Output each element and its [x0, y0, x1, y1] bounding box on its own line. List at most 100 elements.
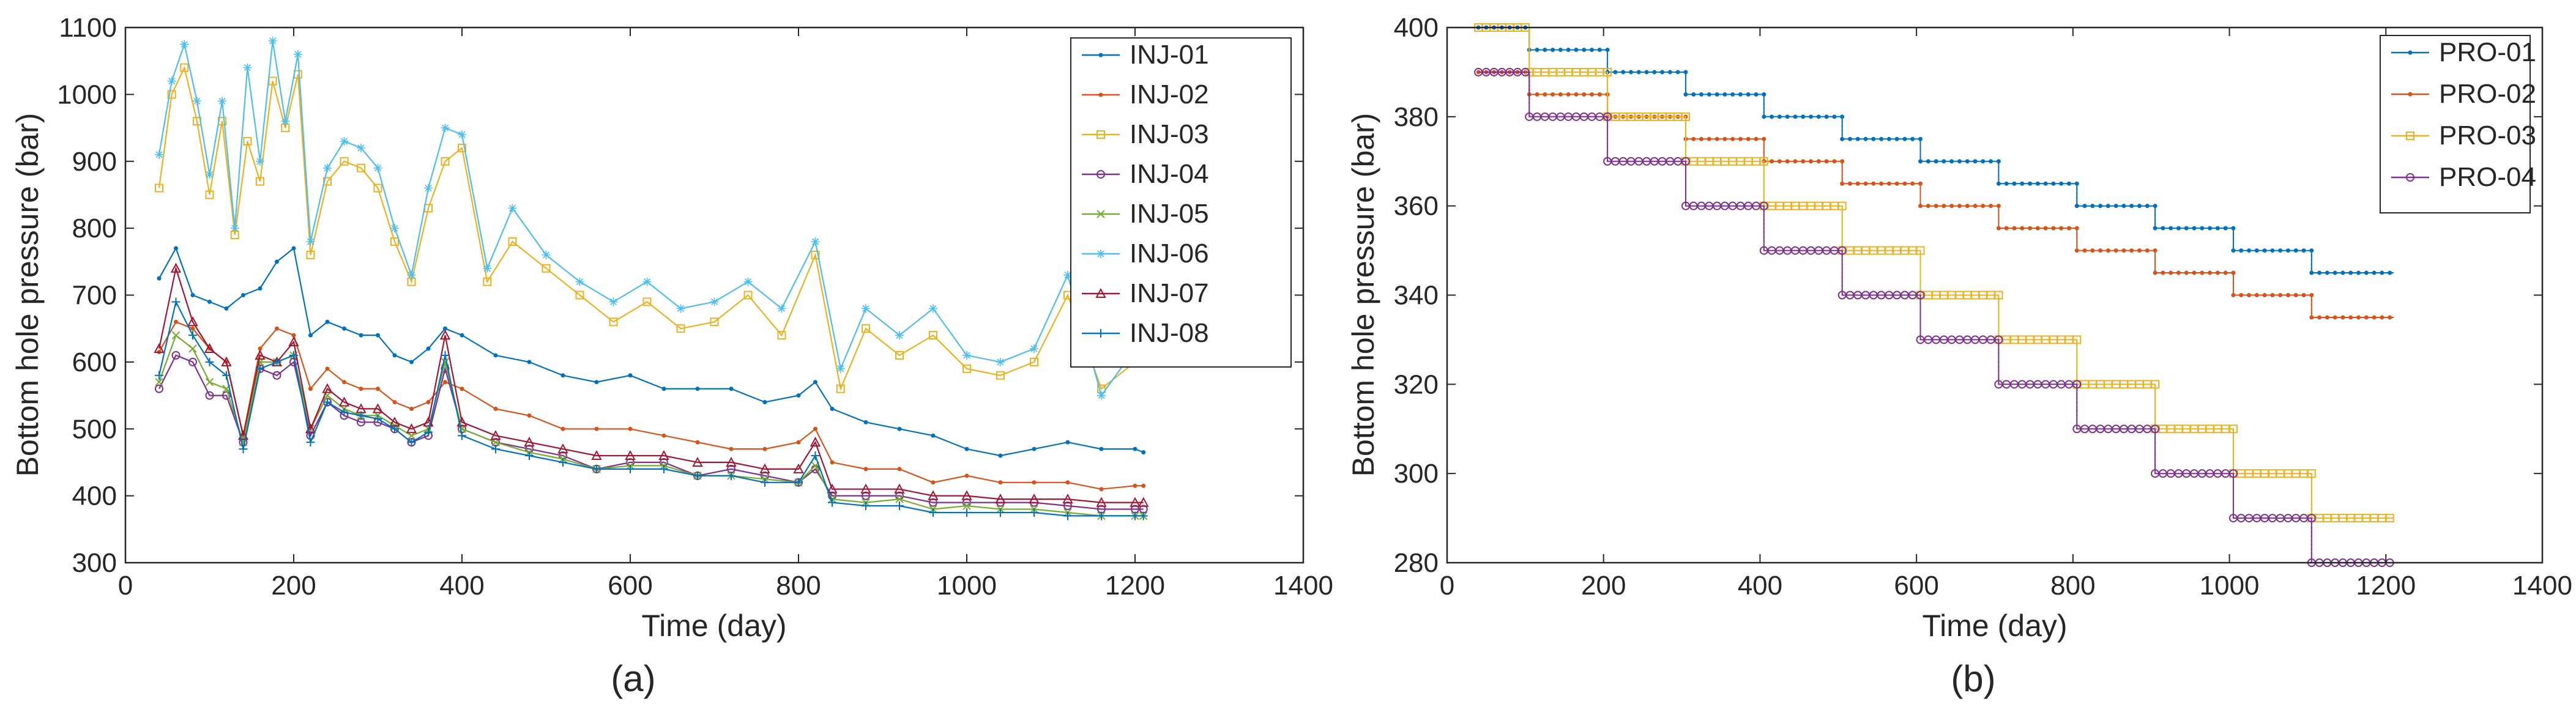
series-inj-04	[155, 350, 1148, 514]
data-point	[1683, 92, 1688, 97]
data-point	[409, 406, 414, 411]
data-point	[998, 480, 1003, 485]
data-point	[2317, 315, 2322, 320]
data-point	[2137, 248, 2142, 253]
data-point	[2215, 226, 2220, 231]
data-point	[710, 297, 719, 306]
data-point	[1989, 204, 1993, 209]
legend-label: INJ-06	[1130, 239, 1209, 269]
data-point	[2348, 315, 2353, 320]
data-point	[409, 360, 414, 365]
data-point	[256, 157, 264, 166]
data-point	[1770, 114, 1774, 119]
data-point	[443, 326, 447, 331]
data-point	[155, 183, 163, 193]
data-point	[1871, 181, 1876, 186]
x-tick-label: 800	[2050, 571, 2095, 601]
data-point	[2208, 226, 2213, 231]
data-point	[1030, 344, 1038, 353]
data-point	[628, 426, 633, 431]
data-point	[895, 331, 904, 340]
y-tick-label: 1000	[57, 80, 117, 109]
data-point	[2012, 181, 2017, 186]
data-point	[996, 508, 1005, 517]
data-point	[1746, 136, 1751, 141]
data-point	[291, 333, 296, 338]
data-point	[390, 424, 399, 434]
series-line	[1478, 27, 2394, 519]
data-point	[1840, 136, 1845, 141]
y-tick-label: 600	[72, 347, 117, 377]
data-point	[1566, 47, 1571, 52]
x-tick-label: 600	[1894, 571, 1938, 601]
data-point	[996, 371, 1005, 380]
data-point	[1139, 511, 1148, 521]
data-point	[2388, 315, 2392, 320]
data-point	[1097, 511, 1106, 521]
data-point	[2223, 226, 2228, 231]
panel-b-ylabel: Bottom hole pressure (bar)	[1346, 113, 1380, 477]
data-point	[2385, 514, 2394, 523]
data-point	[1133, 446, 1137, 451]
y-tick-label: 320	[1394, 369, 1439, 399]
data-point	[390, 224, 399, 233]
data-point	[2348, 270, 2353, 275]
data-point	[308, 387, 313, 391]
data-point	[2228, 424, 2238, 434]
data-point	[1785, 114, 1790, 119]
data-point	[1824, 159, 1829, 164]
series-line	[158, 265, 1144, 503]
data-point	[527, 413, 532, 418]
data-point	[1097, 391, 1106, 400]
data-point	[1574, 47, 1579, 52]
data-point	[542, 250, 551, 259]
x-tick-label: 1400	[1273, 571, 1333, 601]
data-point	[258, 286, 262, 291]
data-point	[1879, 136, 1884, 141]
data-point	[1894, 181, 1899, 186]
data-point	[626, 464, 635, 473]
data-point	[2285, 248, 2290, 253]
data-point	[1133, 483, 1137, 488]
data-point	[1603, 67, 1612, 76]
data-point	[493, 406, 498, 411]
data-point	[174, 246, 178, 251]
data-point	[929, 304, 937, 313]
data-point	[155, 150, 163, 159]
data-point	[155, 384, 163, 393]
data-point	[1699, 92, 1704, 97]
data-point	[1918, 181, 1923, 186]
series-pro-03	[1474, 23, 2394, 523]
legend-marker	[1098, 53, 1103, 57]
data-point	[1683, 70, 1688, 75]
data-point	[1910, 181, 1915, 186]
data-point	[2066, 226, 2071, 231]
series-line	[1478, 71, 2394, 318]
data-point	[2051, 226, 2056, 231]
data-point	[230, 224, 239, 233]
data-point	[2215, 270, 2220, 275]
data-point	[205, 357, 214, 366]
data-point	[1965, 159, 1970, 164]
y-tick-label: 360	[1394, 191, 1439, 221]
data-point	[1949, 159, 1954, 164]
data-point	[2247, 248, 2252, 253]
data-point	[1994, 335, 2003, 344]
data-point	[2309, 270, 2314, 275]
data-point	[661, 433, 666, 438]
series-inj-01	[157, 246, 1146, 458]
data-point	[2309, 293, 2314, 297]
series-inj-03	[155, 63, 1148, 393]
data-point	[830, 460, 835, 465]
data-point	[1886, 136, 1891, 141]
data-point	[1759, 157, 1768, 166]
x-tick-label: 400	[439, 571, 484, 601]
data-point	[1566, 92, 1571, 97]
series-pro-02	[1476, 70, 2394, 320]
legend-marker	[1095, 287, 1106, 298]
data-point	[288, 336, 299, 347]
data-point	[237, 430, 249, 440]
data-point	[1099, 487, 1104, 492]
data-point	[2380, 315, 2384, 320]
data-point	[2301, 248, 2306, 253]
